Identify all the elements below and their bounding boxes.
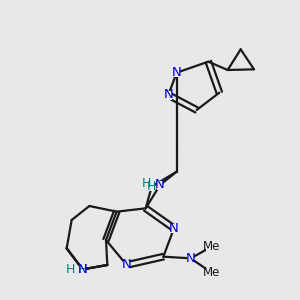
Text: N: N: [155, 178, 165, 191]
FancyBboxPatch shape: [80, 265, 86, 274]
FancyBboxPatch shape: [188, 254, 194, 263]
FancyBboxPatch shape: [148, 182, 155, 191]
FancyBboxPatch shape: [143, 179, 150, 188]
FancyBboxPatch shape: [206, 268, 217, 277]
FancyBboxPatch shape: [67, 265, 73, 274]
FancyBboxPatch shape: [123, 260, 130, 269]
Text: N: N: [78, 263, 88, 276]
FancyBboxPatch shape: [171, 224, 177, 233]
Text: H: H: [147, 180, 156, 193]
Text: N: N: [164, 88, 173, 101]
FancyBboxPatch shape: [173, 68, 180, 77]
FancyBboxPatch shape: [157, 181, 163, 190]
Text: N: N: [186, 252, 196, 265]
FancyBboxPatch shape: [206, 242, 217, 251]
Text: H: H: [78, 263, 87, 276]
Text: N: N: [172, 66, 182, 79]
Text: H: H: [65, 263, 75, 276]
Text: N: N: [122, 259, 131, 272]
Text: H: H: [142, 177, 152, 190]
Text: Me: Me: [203, 240, 220, 253]
Text: N: N: [169, 222, 179, 235]
FancyBboxPatch shape: [80, 265, 86, 274]
Text: Me: Me: [203, 266, 220, 279]
FancyBboxPatch shape: [165, 91, 172, 100]
